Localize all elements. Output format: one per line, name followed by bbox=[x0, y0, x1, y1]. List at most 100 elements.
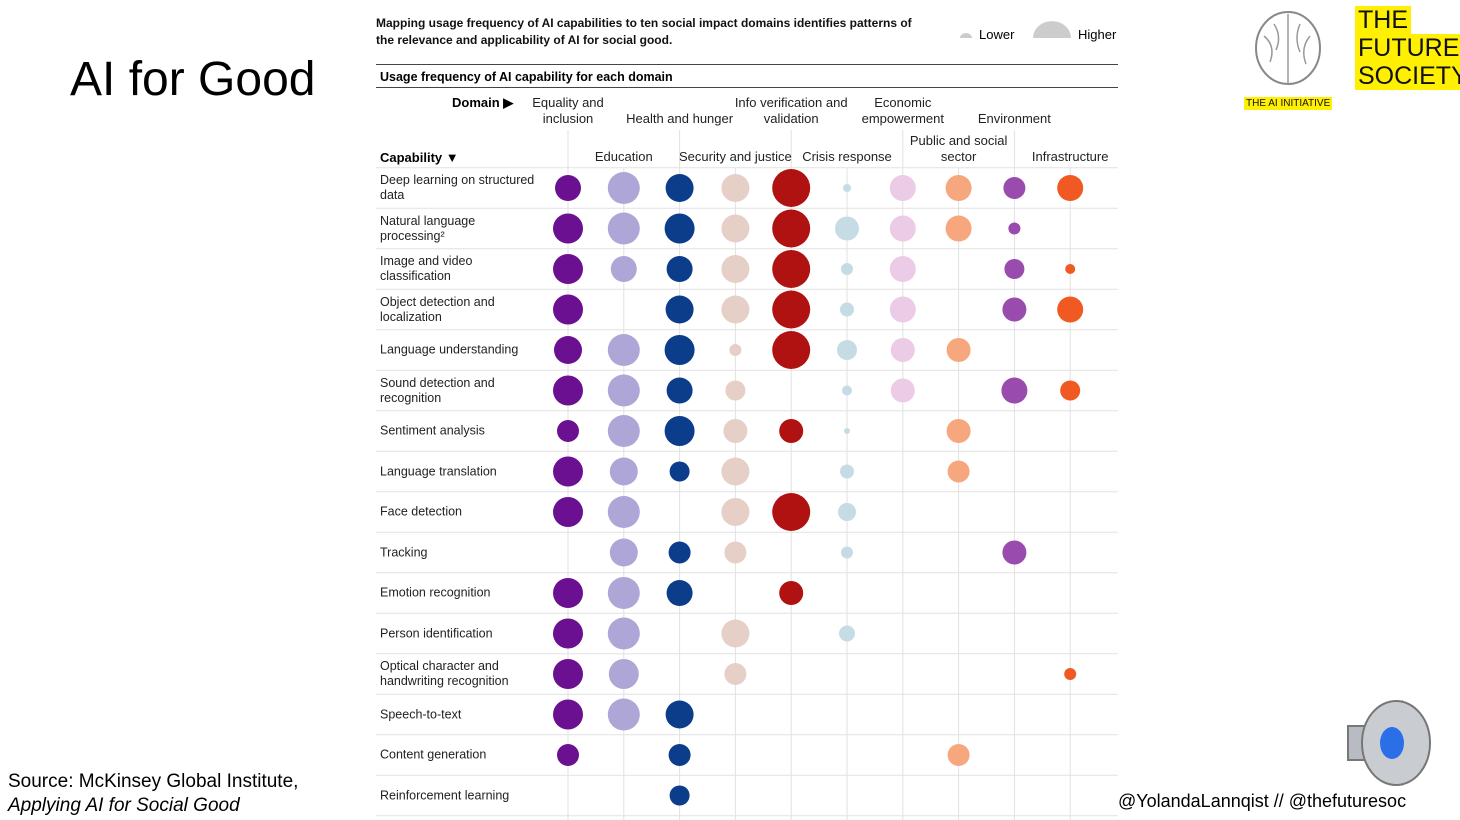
bubble bbox=[721, 619, 750, 648]
bubble bbox=[553, 213, 583, 244]
chart-title: Mapping usage frequency of AI capabiliti… bbox=[376, 16, 912, 47]
logo-word: THE bbox=[1355, 6, 1411, 34]
bubble bbox=[553, 375, 583, 406]
bubble bbox=[724, 663, 747, 685]
bubble bbox=[947, 744, 970, 766]
bubble bbox=[779, 419, 804, 443]
domain-label: Health and hunger bbox=[626, 111, 734, 126]
capability-label: Face detection bbox=[380, 504, 462, 519]
capability-label: Language translation bbox=[380, 464, 497, 478]
bubble bbox=[840, 464, 854, 479]
domain-label: Security and justice bbox=[679, 149, 792, 164]
bubble bbox=[835, 216, 859, 241]
bubble bbox=[609, 538, 638, 567]
bubble bbox=[947, 460, 970, 483]
bubble bbox=[946, 338, 971, 362]
domain-label: Economic empowerment bbox=[861, 95, 944, 126]
bubble bbox=[607, 698, 640, 731]
bubble bbox=[772, 209, 811, 248]
bubble bbox=[607, 496, 640, 528]
brain-logo bbox=[1255, 11, 1321, 85]
bubble bbox=[889, 175, 916, 201]
capability-label: Natural language processing² bbox=[380, 213, 476, 243]
bubble bbox=[553, 456, 583, 487]
source-line: Applying AI for Social Good bbox=[8, 795, 240, 816]
bubble bbox=[668, 541, 691, 564]
capability-label: Image and video classification bbox=[380, 254, 473, 283]
subtitle-band bbox=[376, 64, 1118, 88]
domain-label: Crisis response bbox=[802, 149, 892, 164]
bubble bbox=[889, 256, 916, 282]
bubble bbox=[666, 256, 693, 282]
domain-label-text: Domain bbox=[452, 95, 500, 110]
capability-label: Reinforcement learning bbox=[380, 788, 510, 802]
capability-label: Emotion recognition bbox=[380, 585, 491, 600]
bubble bbox=[1057, 296, 1084, 323]
domain-label: Environment bbox=[977, 111, 1051, 126]
capability-label-text: Capability bbox=[380, 150, 443, 165]
capability-label: Speech-to-text bbox=[380, 707, 462, 721]
capability-label: Sound detection and recognition bbox=[380, 375, 495, 405]
bubble bbox=[946, 419, 971, 443]
bubble bbox=[553, 578, 583, 608]
bubble bbox=[721, 255, 750, 283]
bubble bbox=[721, 498, 750, 526]
bubble bbox=[607, 212, 640, 245]
capability-label: Optical character and handwriting recogn… bbox=[380, 659, 509, 688]
bubble bbox=[841, 263, 853, 275]
bubble bbox=[772, 250, 811, 288]
domain-label: Infrastructure bbox=[1031, 149, 1109, 164]
bubble bbox=[839, 625, 855, 642]
bubble bbox=[554, 336, 582, 364]
future-society-logo: THE FUTURE SOCIETY bbox=[1355, 6, 1460, 90]
bubble bbox=[666, 580, 693, 606]
bubble bbox=[1057, 175, 1084, 201]
bubble bbox=[664, 213, 695, 244]
capability-label: Capability ▼ bbox=[380, 150, 459, 165]
bubble bbox=[668, 744, 691, 766]
bubble bbox=[889, 296, 916, 323]
capability-label: Sentiment analysis bbox=[380, 423, 485, 438]
bubble bbox=[844, 428, 850, 434]
speaker-icon bbox=[1347, 700, 1431, 786]
capability-label: Tracking bbox=[380, 545, 428, 559]
bubble bbox=[729, 344, 742, 356]
bubble bbox=[1001, 377, 1028, 404]
logo-word: FUTURE bbox=[1355, 34, 1460, 62]
bubble bbox=[607, 374, 640, 407]
bubble bbox=[607, 577, 640, 609]
source-line: Source: McKinsey Global Institute, bbox=[8, 771, 299, 792]
bubble bbox=[841, 546, 853, 559]
legend-lower: Lower bbox=[979, 27, 1015, 42]
source: Source: McKinsey Global Institute, Apply… bbox=[8, 770, 298, 818]
domain-label: Public and social sector bbox=[909, 133, 1008, 164]
slide-title: AI for Good bbox=[70, 53, 316, 106]
capability-label: Language understanding bbox=[380, 342, 519, 357]
bubble bbox=[607, 617, 640, 650]
bubble bbox=[1002, 540, 1027, 565]
bubble bbox=[721, 295, 750, 324]
bubble bbox=[1008, 222, 1021, 235]
bubble bbox=[665, 700, 694, 729]
ai-initiative: THE AI INITIATIVE bbox=[1244, 97, 1333, 110]
bubble bbox=[664, 335, 695, 365]
bubble bbox=[610, 256, 637, 282]
bubble bbox=[779, 581, 804, 605]
bubble bbox=[553, 294, 583, 325]
bubble bbox=[607, 172, 640, 204]
bubble bbox=[1064, 668, 1077, 680]
bubble bbox=[1002, 297, 1027, 322]
bubble bbox=[555, 175, 581, 201]
bubble bbox=[890, 338, 915, 362]
bubble bbox=[664, 416, 695, 446]
bubble bbox=[889, 215, 916, 242]
bubble bbox=[724, 541, 747, 564]
capability-label: Person identification bbox=[380, 626, 493, 640]
bubble bbox=[772, 169, 811, 207]
bubble bbox=[608, 659, 639, 689]
bubble bbox=[666, 377, 693, 404]
logo-word: SOCIETY bbox=[1355, 62, 1460, 90]
bubble bbox=[1003, 177, 1026, 199]
